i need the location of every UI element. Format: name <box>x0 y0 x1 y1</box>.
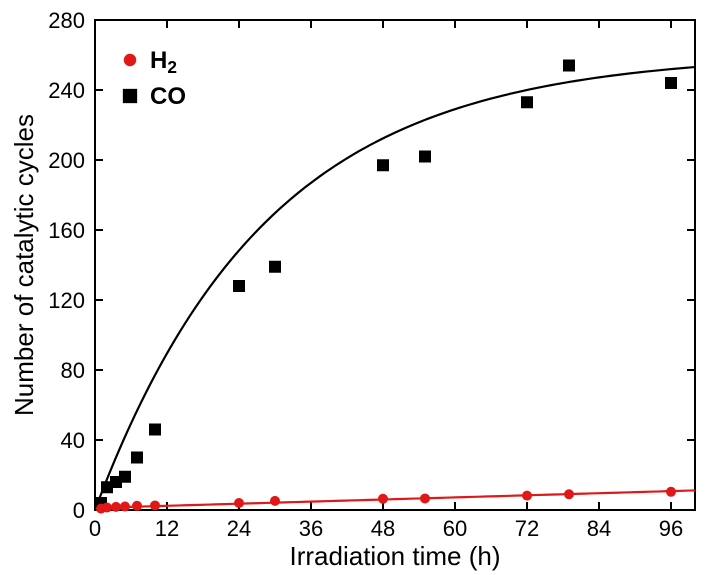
data-point-H2 <box>667 487 676 496</box>
data-point-CO <box>564 60 575 71</box>
y-axis-label: Number of catalytic cycles <box>9 114 39 416</box>
x-tick-label: 36 <box>299 516 323 541</box>
x-tick-label: 96 <box>659 516 683 541</box>
data-point-H2 <box>565 490 574 499</box>
x-tick-label: 24 <box>227 516 251 541</box>
data-point-H2 <box>121 502 130 511</box>
y-tick-label: 40 <box>61 428 85 453</box>
data-point-H2 <box>421 494 430 503</box>
x-tick-label: 72 <box>515 516 539 541</box>
legend-marker <box>123 89 137 103</box>
legend-label: CO <box>150 83 186 110</box>
data-point-CO <box>132 452 143 463</box>
data-point-CO <box>378 160 389 171</box>
data-point-CO <box>120 471 131 482</box>
legend-marker <box>124 54 137 67</box>
data-point-CO <box>270 261 281 272</box>
y-tick-label: 0 <box>73 498 85 523</box>
data-point-CO <box>234 281 245 292</box>
data-point-H2 <box>235 499 244 508</box>
data-point-H2 <box>379 494 388 503</box>
x-tick-label: 12 <box>155 516 179 541</box>
y-tick-label: 280 <box>48 8 85 33</box>
data-point-CO <box>420 151 431 162</box>
data-point-H2 <box>271 496 280 505</box>
data-point-H2 <box>133 501 142 510</box>
data-point-CO <box>150 424 161 435</box>
chart-canvas: 0 12 24 36 48 60 72 84 96 0 40 80 120 160 200 240 280 Irr… <box>0 0 719 575</box>
y-tick-label: 120 <box>48 288 85 313</box>
data-point-H2 <box>523 491 532 500</box>
x-tick-label: 0 <box>89 516 101 541</box>
x-axis-label: Irradiation time (h) <box>290 541 501 571</box>
data-point-H2 <box>112 502 121 511</box>
data-point-H2 <box>103 503 112 512</box>
data-point-CO <box>522 97 533 108</box>
y-tick-label: 80 <box>61 358 85 383</box>
y-tick-label: 160 <box>48 218 85 243</box>
x-tick-label: 60 <box>443 516 467 541</box>
y-tick-label: 240 <box>48 78 85 103</box>
data-point-CO <box>666 78 677 89</box>
y-tick-label: 200 <box>48 148 85 173</box>
x-tick-label: 84 <box>587 516 611 541</box>
catalytic-cycles-chart: 0 12 24 36 48 60 72 84 96 0 40 80 120 160 200 240 280 Irr… <box>0 0 719 575</box>
data-point-H2 <box>151 501 160 510</box>
x-tick-label: 48 <box>371 516 395 541</box>
